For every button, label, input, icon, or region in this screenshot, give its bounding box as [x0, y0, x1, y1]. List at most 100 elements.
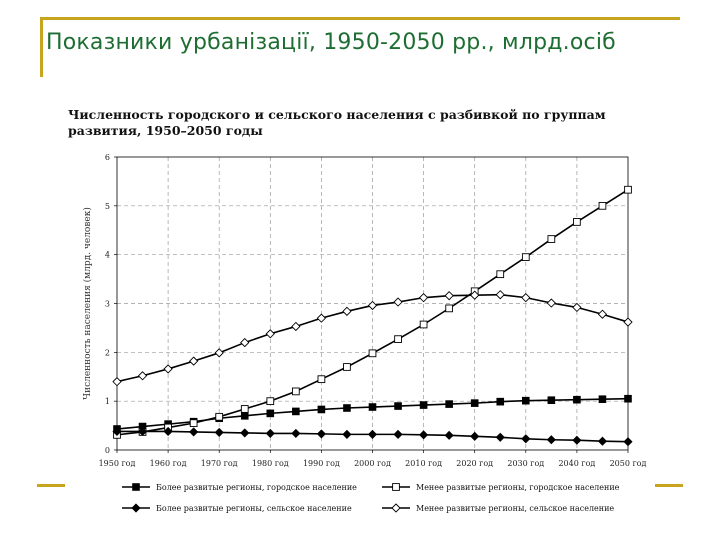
x-tick-label: 1960 год — [150, 459, 187, 468]
y-tick-label: 4 — [105, 251, 110, 260]
data-point — [546, 298, 556, 308]
series-4 — [112, 290, 633, 387]
data-point — [316, 429, 326, 439]
data-point — [444, 430, 454, 440]
data-point — [496, 397, 505, 406]
data-point — [112, 376, 122, 387]
data-point — [547, 235, 556, 243]
data-point — [292, 407, 300, 416]
y-tick-label: 2 — [105, 348, 110, 357]
x-tick-label: 2000 год — [354, 459, 391, 468]
data-point — [623, 317, 633, 327]
data-point — [623, 437, 633, 447]
legend-label: Менее развитые регионы, сельское населен… — [416, 504, 614, 513]
data-point — [597, 309, 608, 319]
y-tick-label: 1 — [105, 397, 110, 406]
legend-item: Более развитые регионы, сельское населен… — [122, 503, 352, 513]
x-tick-label: 1970 год — [201, 459, 238, 468]
data-point — [546, 435, 556, 445]
data-point — [470, 290, 480, 300]
bottom-right-decorative-rule — [655, 484, 683, 487]
axes: 0 1 2 3 4 5 6 1950 год 1960 год 1970 год 1980 год 1… — [99, 153, 647, 468]
data-point — [368, 403, 377, 411]
chart-title-line-1: Численность городского и сельского насел… — [68, 107, 606, 122]
data-point — [240, 412, 249, 420]
data-point — [521, 434, 531, 444]
data-point — [189, 427, 199, 437]
data-point — [163, 426, 173, 437]
data-point — [597, 436, 608, 446]
data-point — [214, 427, 224, 437]
data-point — [266, 397, 275, 406]
chart-title-line-2: развития, 1950–2050 годы — [68, 123, 263, 138]
x-tick-label: 2050 год — [610, 459, 647, 468]
data-point — [547, 396, 556, 404]
data-point — [265, 428, 275, 438]
data-point — [240, 405, 249, 413]
legend-item: Менее развитые регионы, сельское населен… — [382, 503, 614, 513]
data-point — [291, 321, 301, 332]
data-point — [317, 375, 326, 384]
data-point — [393, 429, 403, 439]
data-point — [368, 349, 377, 358]
slide-title: Показники урбанізації, 1950-2050 рр., мл… — [46, 30, 616, 55]
x-tick-label: 2020 год — [456, 459, 493, 468]
data-point — [342, 306, 352, 316]
data-point — [444, 291, 454, 301]
y-tick-label: 3 — [105, 300, 110, 309]
data-point — [112, 426, 122, 437]
series-layer — [112, 185, 633, 447]
x-tick-label: 2010 год — [405, 459, 442, 468]
legend-marker — [392, 483, 400, 491]
data-point — [419, 401, 428, 409]
data-point — [419, 430, 429, 440]
data-point — [317, 405, 326, 414]
data-point — [624, 394, 632, 403]
data-point — [572, 302, 582, 313]
data-point — [137, 426, 148, 437]
left-decorative-rule — [40, 17, 43, 77]
data-point — [573, 218, 581, 226]
bottom-left-decorative-rule — [37, 484, 65, 487]
legend-marker — [131, 503, 141, 513]
legend-marker — [132, 483, 140, 491]
data-point — [495, 432, 505, 442]
data-point — [393, 297, 403, 307]
x-tick-label: 2030 год — [507, 459, 544, 468]
data-point — [470, 399, 479, 407]
x-tick-label: 1980 год — [252, 459, 289, 468]
data-point — [521, 253, 530, 261]
data-point — [598, 395, 607, 404]
y-tick-label: 5 — [105, 202, 110, 211]
data-point — [522, 396, 530, 405]
data-point — [445, 304, 454, 313]
data-point — [573, 395, 581, 404]
data-point — [394, 335, 402, 343]
x-tick-label: 1950 год — [99, 459, 136, 468]
data-point — [572, 435, 582, 445]
x-tick-label: 2040 год — [558, 459, 595, 468]
series-3 — [112, 426, 633, 447]
data-point — [343, 363, 351, 371]
legend-marker — [391, 503, 401, 513]
data-point — [419, 320, 428, 329]
legend-label: Более развитые регионы, сельское населен… — [156, 504, 352, 513]
data-point — [163, 364, 173, 374]
data-point — [521, 293, 531, 303]
legend-label: Менее развитые регионы, городское населе… — [416, 483, 620, 492]
data-point — [470, 431, 480, 441]
data-point — [496, 270, 505, 279]
data-point — [316, 313, 327, 323]
data-point — [445, 400, 453, 408]
data-point — [240, 337, 250, 348]
x-tick-label: 1990 год — [303, 459, 340, 468]
data-point — [291, 428, 301, 438]
data-point — [367, 300, 378, 311]
data-point — [624, 185, 632, 194]
legend-label: Более развитые регионы, городское населе… — [156, 483, 357, 492]
legend-item: Более развитые регионы, городское населе… — [122, 483, 357, 492]
data-point — [240, 428, 250, 438]
y-tick-label: 6 — [105, 153, 110, 162]
data-point — [189, 356, 199, 366]
